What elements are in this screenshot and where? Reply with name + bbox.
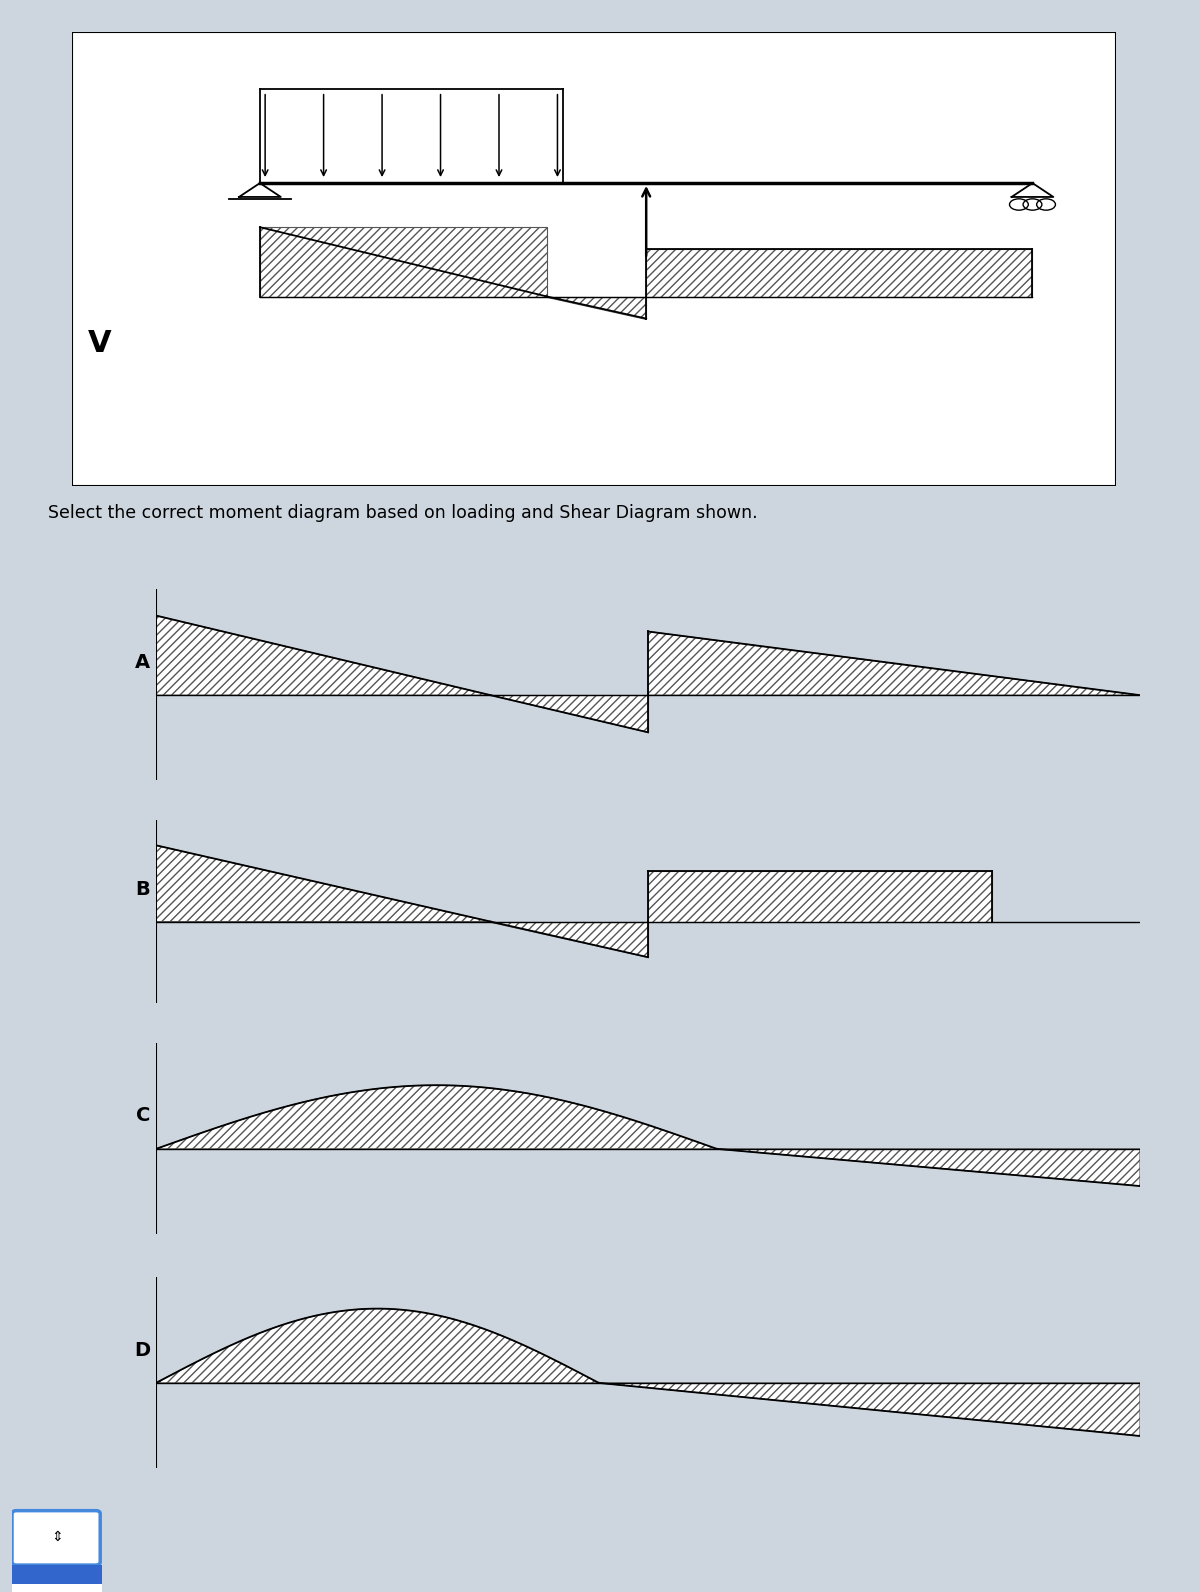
Polygon shape [491, 696, 648, 732]
Polygon shape [156, 1309, 598, 1383]
Text: C: C [136, 1106, 150, 1126]
FancyBboxPatch shape [72, 32, 1116, 486]
Text: ⇕: ⇕ [52, 1530, 62, 1544]
Polygon shape [600, 1383, 1140, 1436]
Polygon shape [719, 1149, 1140, 1186]
Polygon shape [547, 296, 647, 318]
Polygon shape [156, 616, 491, 696]
Polygon shape [648, 632, 1140, 696]
Polygon shape [648, 871, 992, 922]
Text: D: D [134, 1340, 150, 1360]
Text: A: A [134, 653, 150, 672]
Text: V: V [88, 330, 112, 358]
Text: Select the correct moment diagram based on loading and Shear Diagram shown.: Select the correct moment diagram based … [48, 503, 757, 522]
Polygon shape [260, 228, 547, 296]
Polygon shape [647, 250, 1032, 296]
FancyBboxPatch shape [12, 1511, 100, 1565]
Polygon shape [156, 845, 491, 922]
Text: B: B [136, 880, 150, 899]
Polygon shape [156, 1086, 716, 1149]
Polygon shape [491, 922, 648, 957]
